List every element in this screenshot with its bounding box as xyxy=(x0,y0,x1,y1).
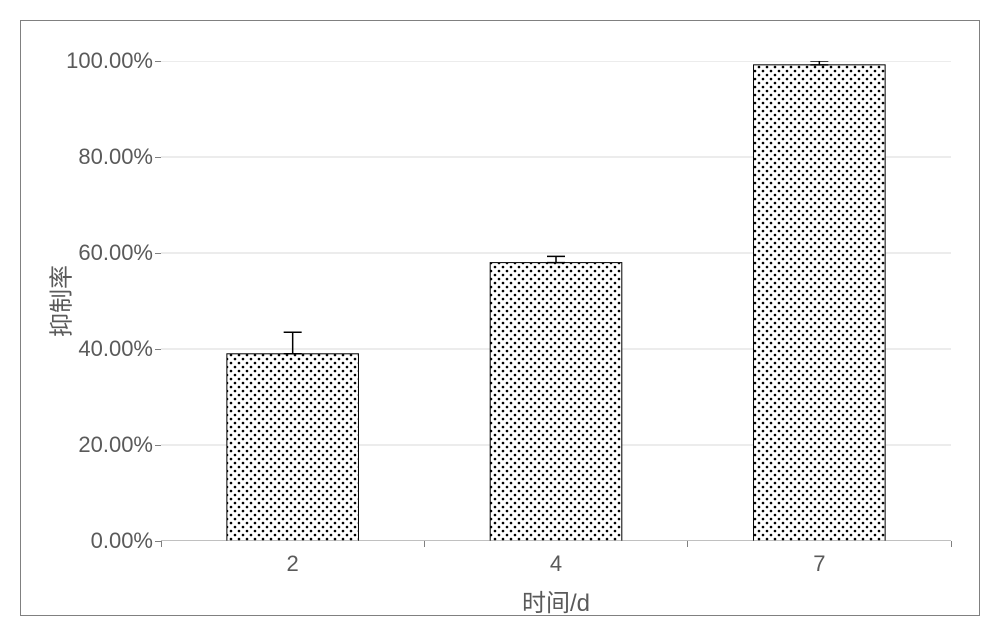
y-axis-title: 抑制率 xyxy=(42,265,77,337)
y-tick-label: 80.00% xyxy=(33,144,153,170)
x-tick-label: 4 xyxy=(550,551,562,577)
y-axis-title-text: 抑制率 xyxy=(49,265,76,337)
x-tick-mark xyxy=(161,541,162,547)
y-tick-0: 0.00% xyxy=(91,528,153,553)
x-tick-label: 7 xyxy=(813,551,825,577)
y-tick-1: 20.00% xyxy=(78,432,153,457)
bar xyxy=(754,65,886,541)
y-tick-3: 60.00% xyxy=(78,240,153,265)
y-tick-mark xyxy=(155,445,161,446)
x-tick-2: 7 xyxy=(813,551,825,576)
x-tick-1: 4 xyxy=(550,551,562,576)
y-tick-label: 20.00% xyxy=(33,432,153,458)
x-tick-0: 2 xyxy=(287,551,299,576)
plot-area xyxy=(161,61,951,541)
bar xyxy=(490,263,622,541)
x-axis-title-text: 时间/d xyxy=(522,590,590,617)
y-tick-2: 40.00% xyxy=(78,336,153,361)
y-tick-mark xyxy=(155,61,161,62)
x-axis-title: 时间/d xyxy=(522,583,590,618)
y-tick-5: 100.00% xyxy=(66,48,153,73)
y-tick-mark xyxy=(155,253,161,254)
y-tick-label: 60.00% xyxy=(33,240,153,266)
bar xyxy=(227,354,359,541)
y-tick-label: 100.00% xyxy=(33,48,153,74)
x-tick-mark xyxy=(687,541,688,547)
x-tick-mark xyxy=(424,541,425,547)
y-tick-label: 40.00% xyxy=(33,336,153,362)
plot-svg xyxy=(161,61,951,541)
x-tick-label: 2 xyxy=(287,551,299,577)
chart-frame: 抑制率 0.00% 20.00% 40.00% 60.00% 80.00% 10… xyxy=(20,20,980,616)
y-tick-4: 80.00% xyxy=(78,144,153,169)
y-tick-mark xyxy=(155,349,161,350)
y-tick-label: 0.00% xyxy=(33,528,153,554)
x-tick-mark xyxy=(951,541,952,547)
y-tick-mark xyxy=(155,157,161,158)
